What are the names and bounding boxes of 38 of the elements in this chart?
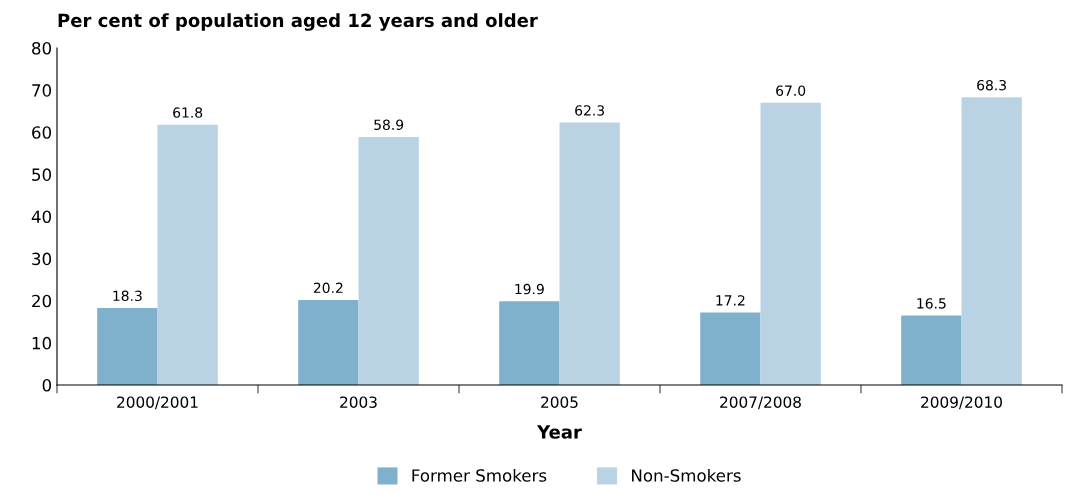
x-axis-title: Year [536, 425, 582, 439]
chart-title: Per cent of population aged 12 years and older [58, 13, 538, 31]
bar [961, 97, 1022, 385]
y-tick-label: 20 [32, 294, 52, 308]
x-tick-label: 2005 [541, 396, 578, 408]
data-label: 67.0 [776, 85, 806, 96]
legend-label: Non-Smokers [632, 468, 741, 482]
data-label: 16.5 [917, 298, 946, 309]
bar [358, 136, 419, 385]
data-label: 68.3 [977, 79, 1006, 91]
bar [298, 299, 359, 385]
y-tick-label: 60 [32, 126, 52, 139]
y-tick-label: 50 [32, 168, 52, 181]
bar [157, 124, 218, 385]
x-tick-label: 2007/2008 [720, 396, 801, 410]
y-tick-label: 80 [32, 41, 52, 55]
data-label: 20.2 [313, 282, 343, 294]
y-tick-label: 0 [42, 378, 52, 392]
data-label: 58.9 [374, 119, 404, 131]
x-tick-label: 2003 [340, 396, 377, 408]
data-label: 61.8 [173, 107, 203, 118]
bar [97, 307, 158, 385]
bar [559, 122, 620, 385]
data-label: 18.3 [113, 290, 142, 302]
bar [700, 312, 761, 385]
bar [901, 315, 962, 385]
legend-label: Former Smokers [412, 468, 547, 482]
x-tick-label: 2000/2001 [117, 396, 198, 410]
data-label: 19.9 [515, 283, 544, 295]
bar [499, 301, 560, 385]
y-tick-label: 10 [32, 336, 52, 350]
x-tick-label: 2009/2010 [921, 396, 1002, 410]
y-tick-label: 30 [32, 252, 52, 266]
data-label: 17.2 [716, 295, 745, 306]
y-tick-label: 70 [32, 84, 52, 97]
data-label: 62.3 [575, 105, 604, 116]
bar [760, 102, 821, 385]
y-tick-label: 40 [31, 210, 52, 224]
